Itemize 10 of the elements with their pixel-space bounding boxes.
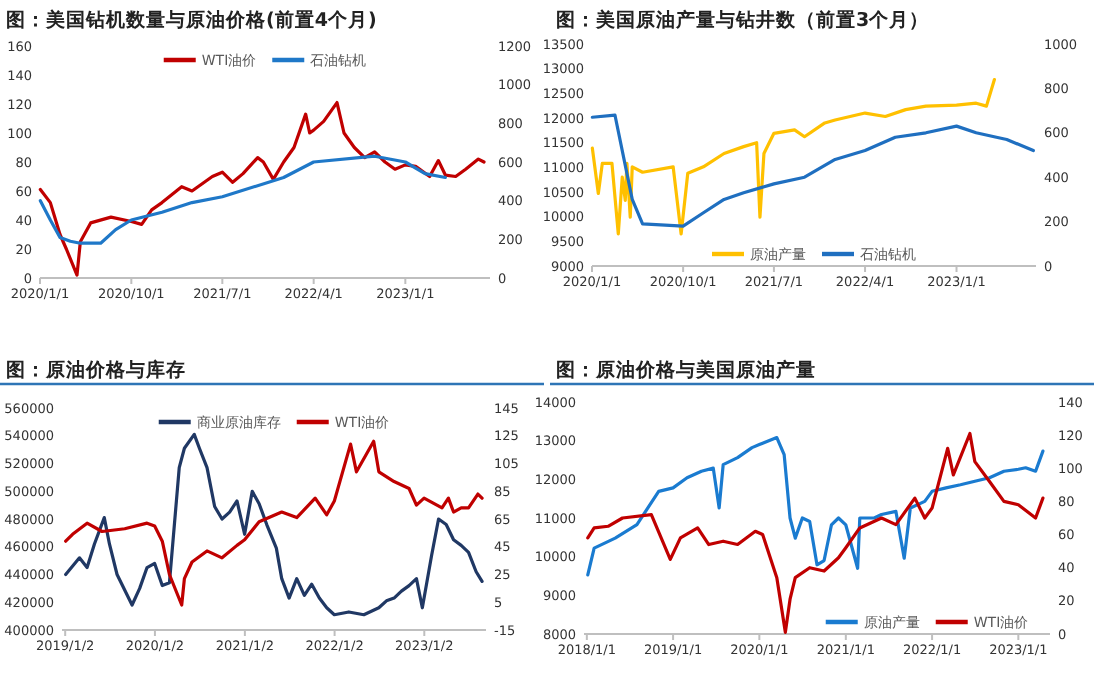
line-series xyxy=(590,113,1035,228)
line-series xyxy=(38,100,486,277)
chart-title: 图：原油价格与美国原油产量 xyxy=(556,358,816,382)
line-series xyxy=(586,431,1045,634)
chart-title: 图：美国原油产量与钻井数（前置3个月） xyxy=(556,8,930,32)
line-series xyxy=(586,435,1045,577)
line-series xyxy=(38,154,447,245)
line-series xyxy=(590,77,997,236)
chart-title: 图：美国钻机数量与原油价格(前置4个月) xyxy=(6,8,377,32)
chart-title: 图：原油价格与库存 xyxy=(6,358,186,382)
